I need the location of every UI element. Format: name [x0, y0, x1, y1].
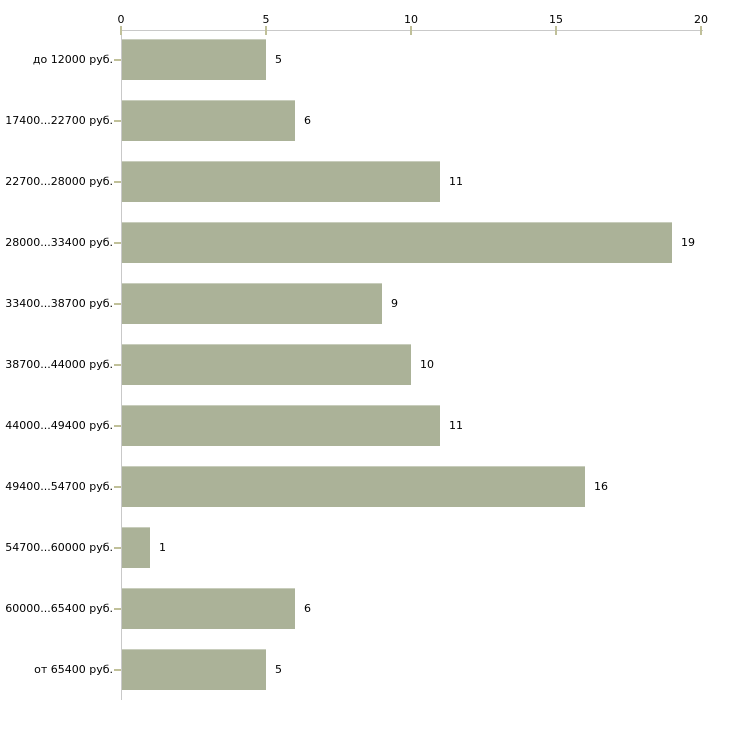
bar — [122, 222, 672, 263]
bar-value-label: 19 — [681, 236, 695, 249]
category-label: 54700...60000 руб. — [5, 541, 113, 554]
bar — [122, 100, 295, 141]
category-label: до 12000 руб. — [32, 53, 113, 66]
bar — [122, 39, 266, 80]
x-axis-tick-mark — [120, 26, 122, 35]
bar-value-label: 11 — [449, 419, 463, 432]
category-tick-mark — [114, 120, 121, 122]
category-label: 28000...33400 руб. — [5, 236, 113, 249]
bar-value-label: 6 — [304, 114, 311, 127]
category-tick-mark — [114, 425, 121, 427]
x-axis-tick-mark — [410, 26, 412, 35]
category-label: 44000...49400 руб. — [5, 419, 113, 432]
category-label: 38700...44000 руб. — [5, 358, 113, 371]
category-label: 33400...38700 руб. — [5, 297, 113, 310]
bar — [122, 344, 411, 385]
category-tick-mark — [114, 303, 121, 305]
y-axis-line — [121, 30, 122, 700]
x-axis-tick-label: 0 — [117, 13, 125, 26]
x-axis-tick-label: 10 — [404, 13, 418, 26]
category-tick-mark — [114, 59, 121, 61]
bar-value-label: 5 — [275, 53, 282, 66]
category-tick-mark — [114, 486, 121, 488]
bar-value-label: 11 — [449, 175, 463, 188]
bar — [122, 283, 382, 324]
bar — [122, 649, 266, 690]
bar — [122, 405, 440, 446]
category-label: от 65400 руб. — [34, 663, 113, 676]
x-axis-tick-label: 5 — [262, 13, 270, 26]
x-axis-tick-mark — [700, 26, 702, 35]
x-axis-tick-mark — [555, 26, 557, 35]
bar-value-label: 1 — [159, 541, 166, 554]
category-label: 60000...65400 руб. — [5, 602, 113, 615]
x-axis-line — [121, 30, 703, 31]
bar — [122, 527, 150, 568]
bar-value-label: 5 — [275, 663, 282, 676]
category-tick-mark — [114, 364, 121, 366]
bar-value-label: 10 — [420, 358, 434, 371]
category-label: 22700...28000 руб. — [5, 175, 113, 188]
bar — [122, 588, 295, 629]
bar — [122, 161, 440, 202]
category-tick-mark — [114, 669, 121, 671]
x-axis-tick-label: 15 — [549, 13, 563, 26]
category-label: 17400...22700 руб. — [5, 114, 113, 127]
bar-value-label: 16 — [594, 480, 608, 493]
bar — [122, 466, 585, 507]
category-tick-mark — [114, 181, 121, 183]
category-tick-mark — [114, 242, 121, 244]
category-tick-mark — [114, 608, 121, 610]
category-tick-mark — [114, 547, 121, 549]
x-axis-tick-label: 20 — [694, 13, 708, 26]
bar-value-label: 6 — [304, 602, 311, 615]
bar-value-label: 9 — [391, 297, 398, 310]
x-axis-tick-mark — [265, 26, 267, 35]
category-label: 49400...54700 руб. — [5, 480, 113, 493]
